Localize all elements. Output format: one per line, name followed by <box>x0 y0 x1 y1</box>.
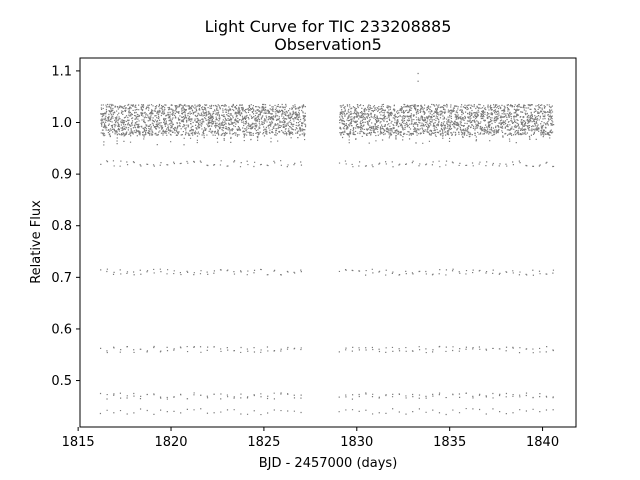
plot-frame <box>79 57 577 428</box>
y-tick-label: 0.9 <box>51 168 72 183</box>
data-points-group <box>99 72 555 416</box>
y-tick-label: 0.6 <box>51 322 72 337</box>
y-tick-label: 1.0 <box>51 116 72 131</box>
x-tick-label: 1825 <box>247 435 280 450</box>
x-tick-label: 1820 <box>154 435 187 450</box>
chart-title: Light Curve for TIC 233208885 <box>205 17 452 36</box>
x-tick-label: 1835 <box>433 435 466 450</box>
y-axis-label: Relative Flux <box>29 200 44 284</box>
x-tick-label: 1815 <box>62 435 95 450</box>
x-tick-label: 1840 <box>526 435 559 450</box>
chart-subtitle: Observation5 <box>274 35 382 54</box>
y-axis-ticks: 0.5 0.6 0.7 0.8 0.9 1.0 1.1 <box>51 64 80 389</box>
x-tick-label: 1830 <box>340 435 373 450</box>
y-tick-label: 0.7 <box>51 271 72 286</box>
y-tick-label: 0.8 <box>51 219 72 234</box>
x-axis-label: BJD - 2457000 (days) <box>259 456 398 471</box>
flux-data-points <box>99 72 555 416</box>
y-tick-label: 1.1 <box>51 64 72 79</box>
y-tick-label: 0.5 <box>51 374 72 389</box>
x-axis-ticks: 1815 1820 1825 1830 1835 1840 <box>62 427 559 450</box>
